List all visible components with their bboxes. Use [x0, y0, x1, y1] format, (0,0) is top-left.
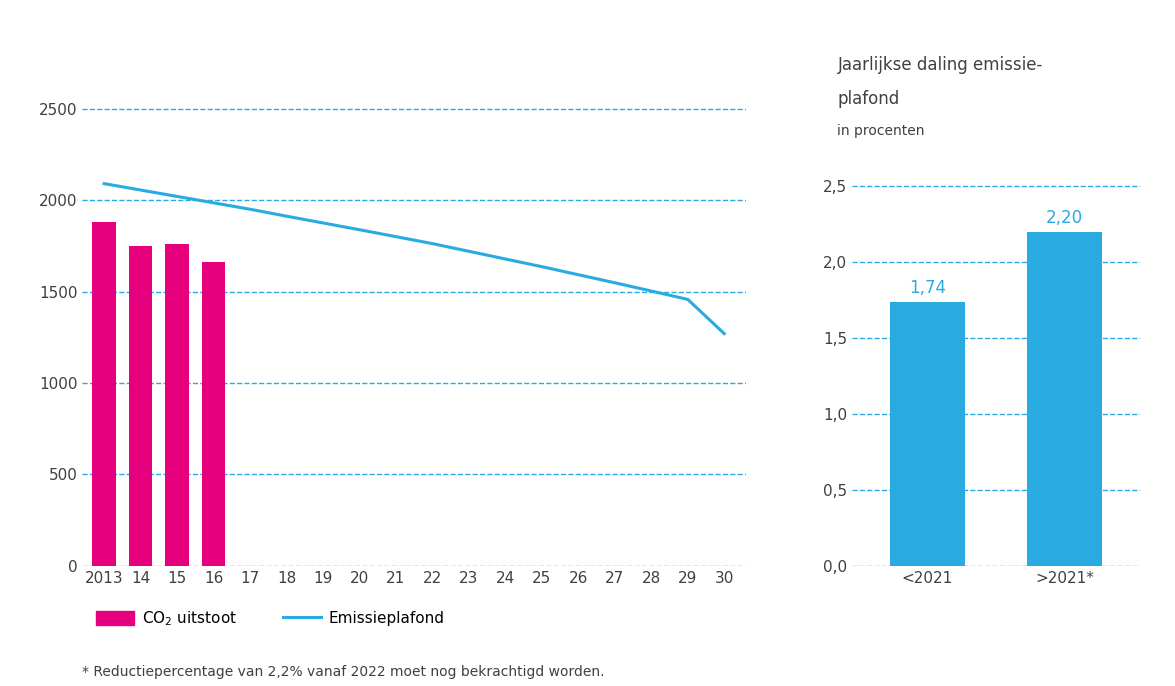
Bar: [93, 222, 116, 566]
Text: 1,74: 1,74: [908, 279, 946, 297]
Bar: [202, 262, 226, 566]
Text: plafond: plafond: [838, 90, 900, 108]
Legend: CO$_2$ uitstoot, Emissieplafond: CO$_2$ uitstoot, Emissieplafond: [90, 603, 450, 634]
Text: 2,20: 2,20: [1046, 209, 1083, 227]
Bar: [889, 302, 965, 566]
Text: Jaarlijkse daling emissie-: Jaarlijkse daling emissie-: [838, 56, 1043, 73]
Bar: [129, 246, 153, 566]
Bar: [166, 244, 189, 566]
Text: * Reductiepercentage van 2,2% vanaf 2022 moet nog bekrachtigd worden.: * Reductiepercentage van 2,2% vanaf 2022…: [82, 665, 605, 679]
Text: in procenten: in procenten: [838, 123, 925, 138]
Bar: [1027, 232, 1102, 566]
